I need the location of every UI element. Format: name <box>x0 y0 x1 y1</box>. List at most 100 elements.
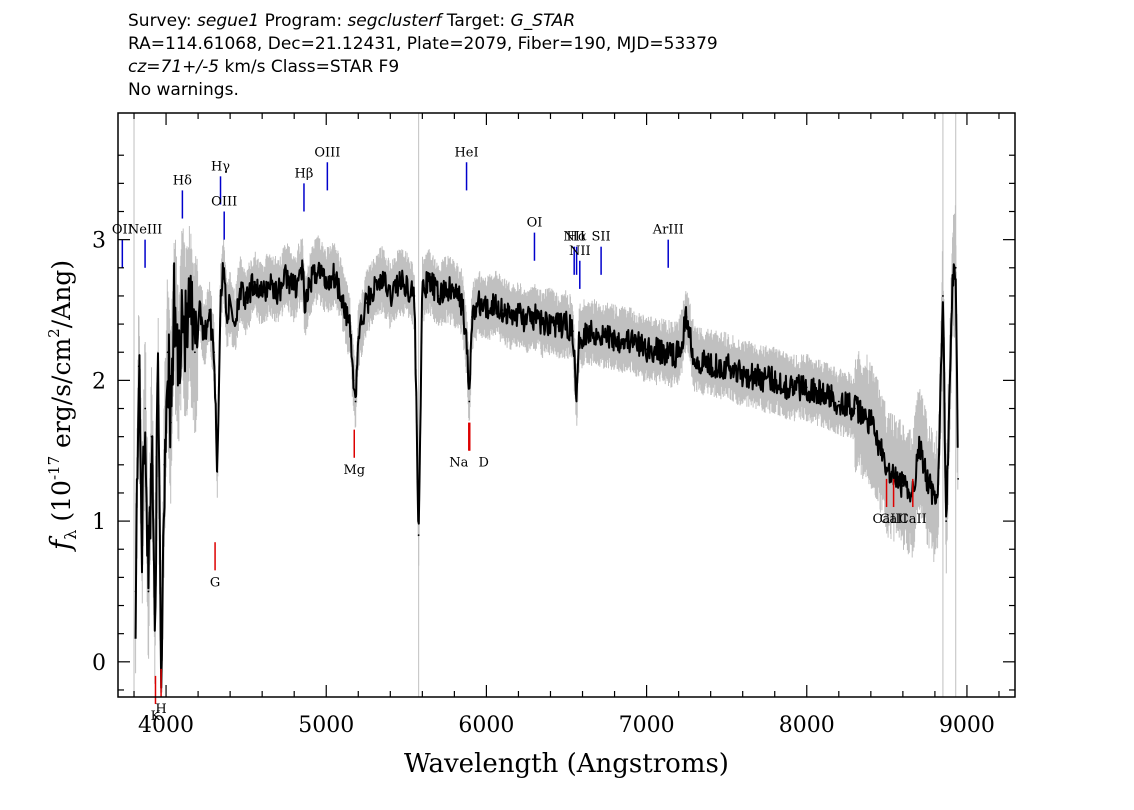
target-value: G_STAR <box>510 11 576 31</box>
flux-point <box>277 292 280 295</box>
flux-point <box>869 421 872 424</box>
flux-point <box>485 309 488 311</box>
program-label: Program: <box>259 11 348 31</box>
emission-line-label: Hβ <box>295 166 314 181</box>
flux-point <box>693 358 696 361</box>
flux-point <box>157 379 159 382</box>
flux-point <box>429 280 432 283</box>
flux-point <box>757 376 760 379</box>
flux-point <box>549 320 552 323</box>
flux-point <box>203 337 206 340</box>
flux-point <box>565 323 568 325</box>
flux-point <box>325 280 328 283</box>
absorption-line-label: K <box>151 709 161 724</box>
x-tick-label: 4000 <box>138 713 194 738</box>
survey-value: segue1 <box>197 11 260 31</box>
flux-point <box>948 407 951 410</box>
x-axis-label: Wavelength (Angstroms) <box>404 749 729 779</box>
flux-point <box>285 273 288 276</box>
y-tick-label: 1 <box>92 510 106 535</box>
flux-point <box>541 323 544 325</box>
absorption-line-label: CaII <box>899 512 927 527</box>
emission-line-label: OIII <box>314 145 340 160</box>
flux-point <box>208 309 211 311</box>
flux-point <box>253 280 256 283</box>
flux-point <box>177 365 180 368</box>
emission-line-label: OII <box>112 223 133 238</box>
class-text: km/s Class=STAR F9 <box>219 57 400 77</box>
flux-point <box>421 288 424 290</box>
flux-point <box>317 266 320 269</box>
flux-point <box>166 351 169 354</box>
flux-point <box>821 393 824 396</box>
flux-point <box>341 295 344 297</box>
flux-point <box>501 309 504 311</box>
emission-line-label: HeI <box>454 145 478 160</box>
emission-line-label: OIII <box>211 195 237 210</box>
flux-point <box>466 351 469 354</box>
noise-band-path <box>135 205 959 693</box>
flux-point <box>417 534 420 537</box>
flux-point <box>181 295 183 297</box>
flux-point <box>184 337 187 340</box>
flux-point <box>677 354 680 356</box>
flux-point <box>685 316 688 318</box>
flux-point <box>357 337 360 340</box>
flux-point <box>365 302 368 304</box>
flux-point <box>134 590 137 593</box>
flux-point <box>945 520 948 522</box>
flux-point <box>917 442 920 445</box>
absorption-line-label: H <box>155 702 166 717</box>
flux-point <box>954 266 957 269</box>
emission-line-label: NII <box>569 244 591 259</box>
flux-point <box>405 283 408 286</box>
flux-point <box>805 386 808 389</box>
flux-point <box>137 365 140 368</box>
flux-point <box>301 266 304 269</box>
flux-point <box>645 348 648 351</box>
absorption-line-label: D <box>479 456 489 471</box>
flux-point <box>245 302 248 304</box>
flux-point <box>349 330 352 333</box>
flux-point <box>163 463 166 466</box>
target-label: Target: <box>441 11 511 31</box>
flux-point <box>144 407 147 410</box>
flux-point <box>309 280 312 283</box>
flux-point <box>934 499 936 501</box>
flux-point <box>153 604 156 607</box>
flux-point <box>572 330 574 333</box>
flux-point <box>413 295 416 297</box>
y-tick-label: 2 <box>92 369 106 394</box>
flux-point <box>493 302 496 304</box>
flux-point <box>354 400 357 403</box>
header-line-warnings: No warnings. <box>128 80 239 100</box>
flux-point <box>216 470 219 473</box>
flux-point <box>189 309 191 311</box>
flux-point <box>198 302 201 304</box>
absorption-line-label: Mg <box>343 463 365 478</box>
flux-point <box>293 288 296 290</box>
flux-point <box>238 288 241 290</box>
emission-line-label: NII <box>563 230 585 245</box>
header-line-coordinates: RA=114.61068, Dec=21.12431, Plate=2079, … <box>128 34 718 54</box>
absorption-line-label: G <box>210 575 220 590</box>
flux-point <box>957 477 960 480</box>
flux-point <box>141 534 143 537</box>
x-tick-label: 8000 <box>779 713 835 738</box>
y-tick-label: 3 <box>92 229 106 254</box>
flux-point <box>471 316 473 318</box>
survey-label: Survey: <box>128 11 198 31</box>
flux-point <box>578 337 581 340</box>
emission-line-label: Hα <box>567 230 587 245</box>
flux-point <box>397 280 400 283</box>
flux-point <box>575 400 578 403</box>
axis-ticks: 4000 5000 6000 7000 8000 9000 0 1 2 3 <box>92 113 1015 738</box>
flux-point <box>234 323 236 325</box>
flux-point <box>304 309 307 311</box>
flux-point <box>229 302 232 304</box>
flux-point <box>381 278 384 280</box>
flux-point <box>533 316 536 318</box>
flux-point <box>453 292 456 295</box>
emission-line-label: Hδ <box>173 173 192 188</box>
flux-point <box>222 266 225 269</box>
